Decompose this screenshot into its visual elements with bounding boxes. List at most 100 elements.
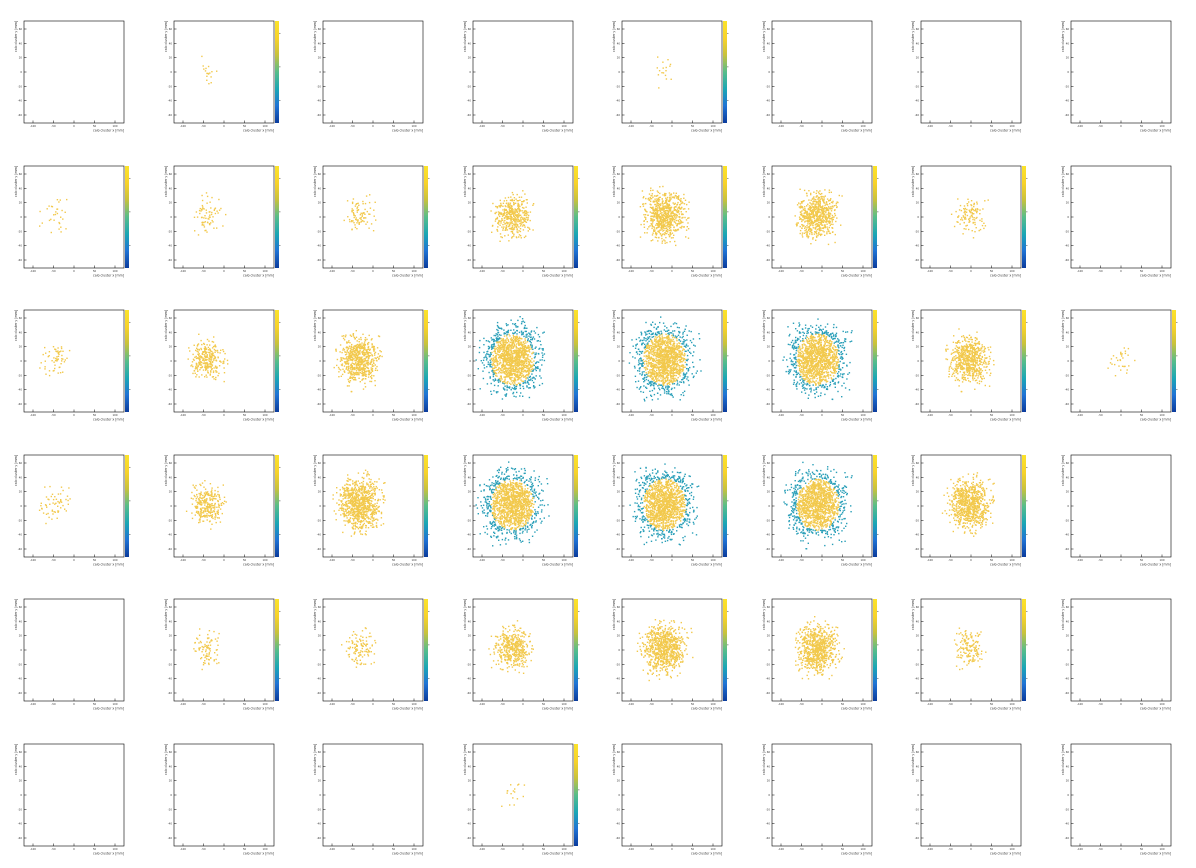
hit-bin [981, 218, 982, 219]
hit-bin [675, 218, 676, 219]
hit-bin [662, 225, 663, 226]
hit-bin [503, 376, 504, 377]
hit-bin [361, 361, 362, 362]
hit-bin [528, 379, 529, 380]
y-tick-label: 20 [767, 201, 771, 205]
y-tick-label: -40 [766, 99, 771, 103]
hit-bin [491, 366, 492, 367]
hit-bin [368, 353, 369, 354]
hit-bin [374, 354, 375, 355]
hit-bin [193, 359, 194, 360]
hit-bin [350, 380, 351, 381]
hit-bin [350, 369, 351, 370]
hit-bin [521, 368, 522, 369]
hit-bin [643, 206, 644, 207]
hit-bin [506, 335, 507, 336]
hit-bin [662, 241, 663, 242]
hit-bin [658, 192, 659, 193]
x-axis-label: calo cluster x [mm] [243, 129, 274, 133]
hit-bin [972, 230, 973, 231]
hit-bin [218, 199, 219, 200]
colorbar [723, 166, 727, 268]
hit-bin [973, 213, 974, 214]
hit-bin [520, 357, 521, 358]
x-tick-label: -100 [927, 124, 933, 128]
hit-bin [814, 233, 815, 234]
x-tick-label: -50 [350, 124, 355, 128]
x-tick-label: 50 [1140, 269, 1144, 273]
hit-bin [371, 367, 372, 368]
hit-bin [810, 228, 811, 229]
hit-bin [833, 219, 834, 220]
y-tick-label: -40 [915, 244, 920, 248]
hit-bin [45, 353, 46, 354]
y-tick-label: 40 [19, 41, 23, 45]
hit-bin [645, 203, 646, 204]
hit-bin [675, 223, 676, 224]
x-tick-label: -100 [329, 269, 335, 273]
hit-bin [528, 336, 529, 337]
hit-bin [670, 230, 671, 231]
hit-bin [800, 230, 801, 231]
hit-bin [488, 346, 489, 347]
hit-bin [353, 214, 354, 215]
hit-bin [212, 376, 213, 377]
hit-bin [364, 214, 365, 215]
hit-bin [523, 375, 524, 376]
hit-bin [979, 209, 980, 210]
hit-bin [354, 374, 355, 375]
hit-bin [674, 214, 675, 215]
hit-bin [359, 224, 360, 225]
hit-bin [502, 367, 503, 368]
hit-bin [651, 218, 652, 219]
x-axis-label: calo cluster x [mm] [691, 129, 722, 133]
hit-bin [673, 196, 674, 197]
y-tick-label: 0 [469, 215, 471, 219]
hit-bin [217, 375, 218, 376]
x-tick-label: -100 [180, 269, 186, 273]
hit-bin [492, 225, 493, 226]
hit-bin [646, 211, 647, 212]
hit-bin [536, 327, 537, 328]
hit-bin [683, 208, 684, 209]
hit-bin [658, 237, 659, 238]
y-tick-label: 0 [319, 359, 321, 363]
hit-bin [958, 215, 959, 216]
hit-bin [210, 76, 211, 77]
hit-bin [53, 346, 54, 347]
x-tick-label: 0 [522, 124, 524, 128]
hit-bin [347, 216, 348, 217]
hit-bin [535, 363, 536, 364]
hit-bin [353, 373, 354, 374]
hit-bin [528, 345, 529, 346]
hit-bin [347, 385, 348, 386]
hit-bin [516, 333, 517, 334]
histogram-panel: 6040200-20-40-60-100 -50 0 50 100calo cluste… [463, 21, 573, 133]
hit-bin [363, 212, 364, 213]
hit-bin [666, 242, 667, 243]
x-tick-label: 0 [522, 269, 524, 273]
x-tick-label: 100 [562, 124, 567, 128]
hit-bin [359, 364, 360, 365]
hit-bin [356, 348, 357, 349]
y-axis-label: calo cluster y [mm] [463, 21, 467, 52]
plot-frame [1071, 166, 1171, 268]
hit-bin [509, 383, 510, 384]
hit-bin [808, 218, 809, 219]
hit-bin [672, 225, 673, 226]
hit-bin [826, 233, 827, 234]
hit-bin [364, 209, 365, 210]
hit-bin [516, 341, 517, 342]
hit-bin [540, 344, 541, 345]
hit-bin [512, 365, 513, 366]
hit-bin [203, 225, 204, 226]
x-tick-label: 50 [990, 124, 994, 128]
hit-bin [42, 222, 43, 223]
hit-bin [204, 215, 205, 216]
hit-bin [217, 212, 218, 213]
hit-bin [821, 196, 822, 197]
y-tick-label: 20 [318, 345, 322, 349]
y-tick-label: -40 [1065, 244, 1070, 248]
hit-bin [364, 358, 365, 359]
hit-bin [499, 216, 500, 217]
